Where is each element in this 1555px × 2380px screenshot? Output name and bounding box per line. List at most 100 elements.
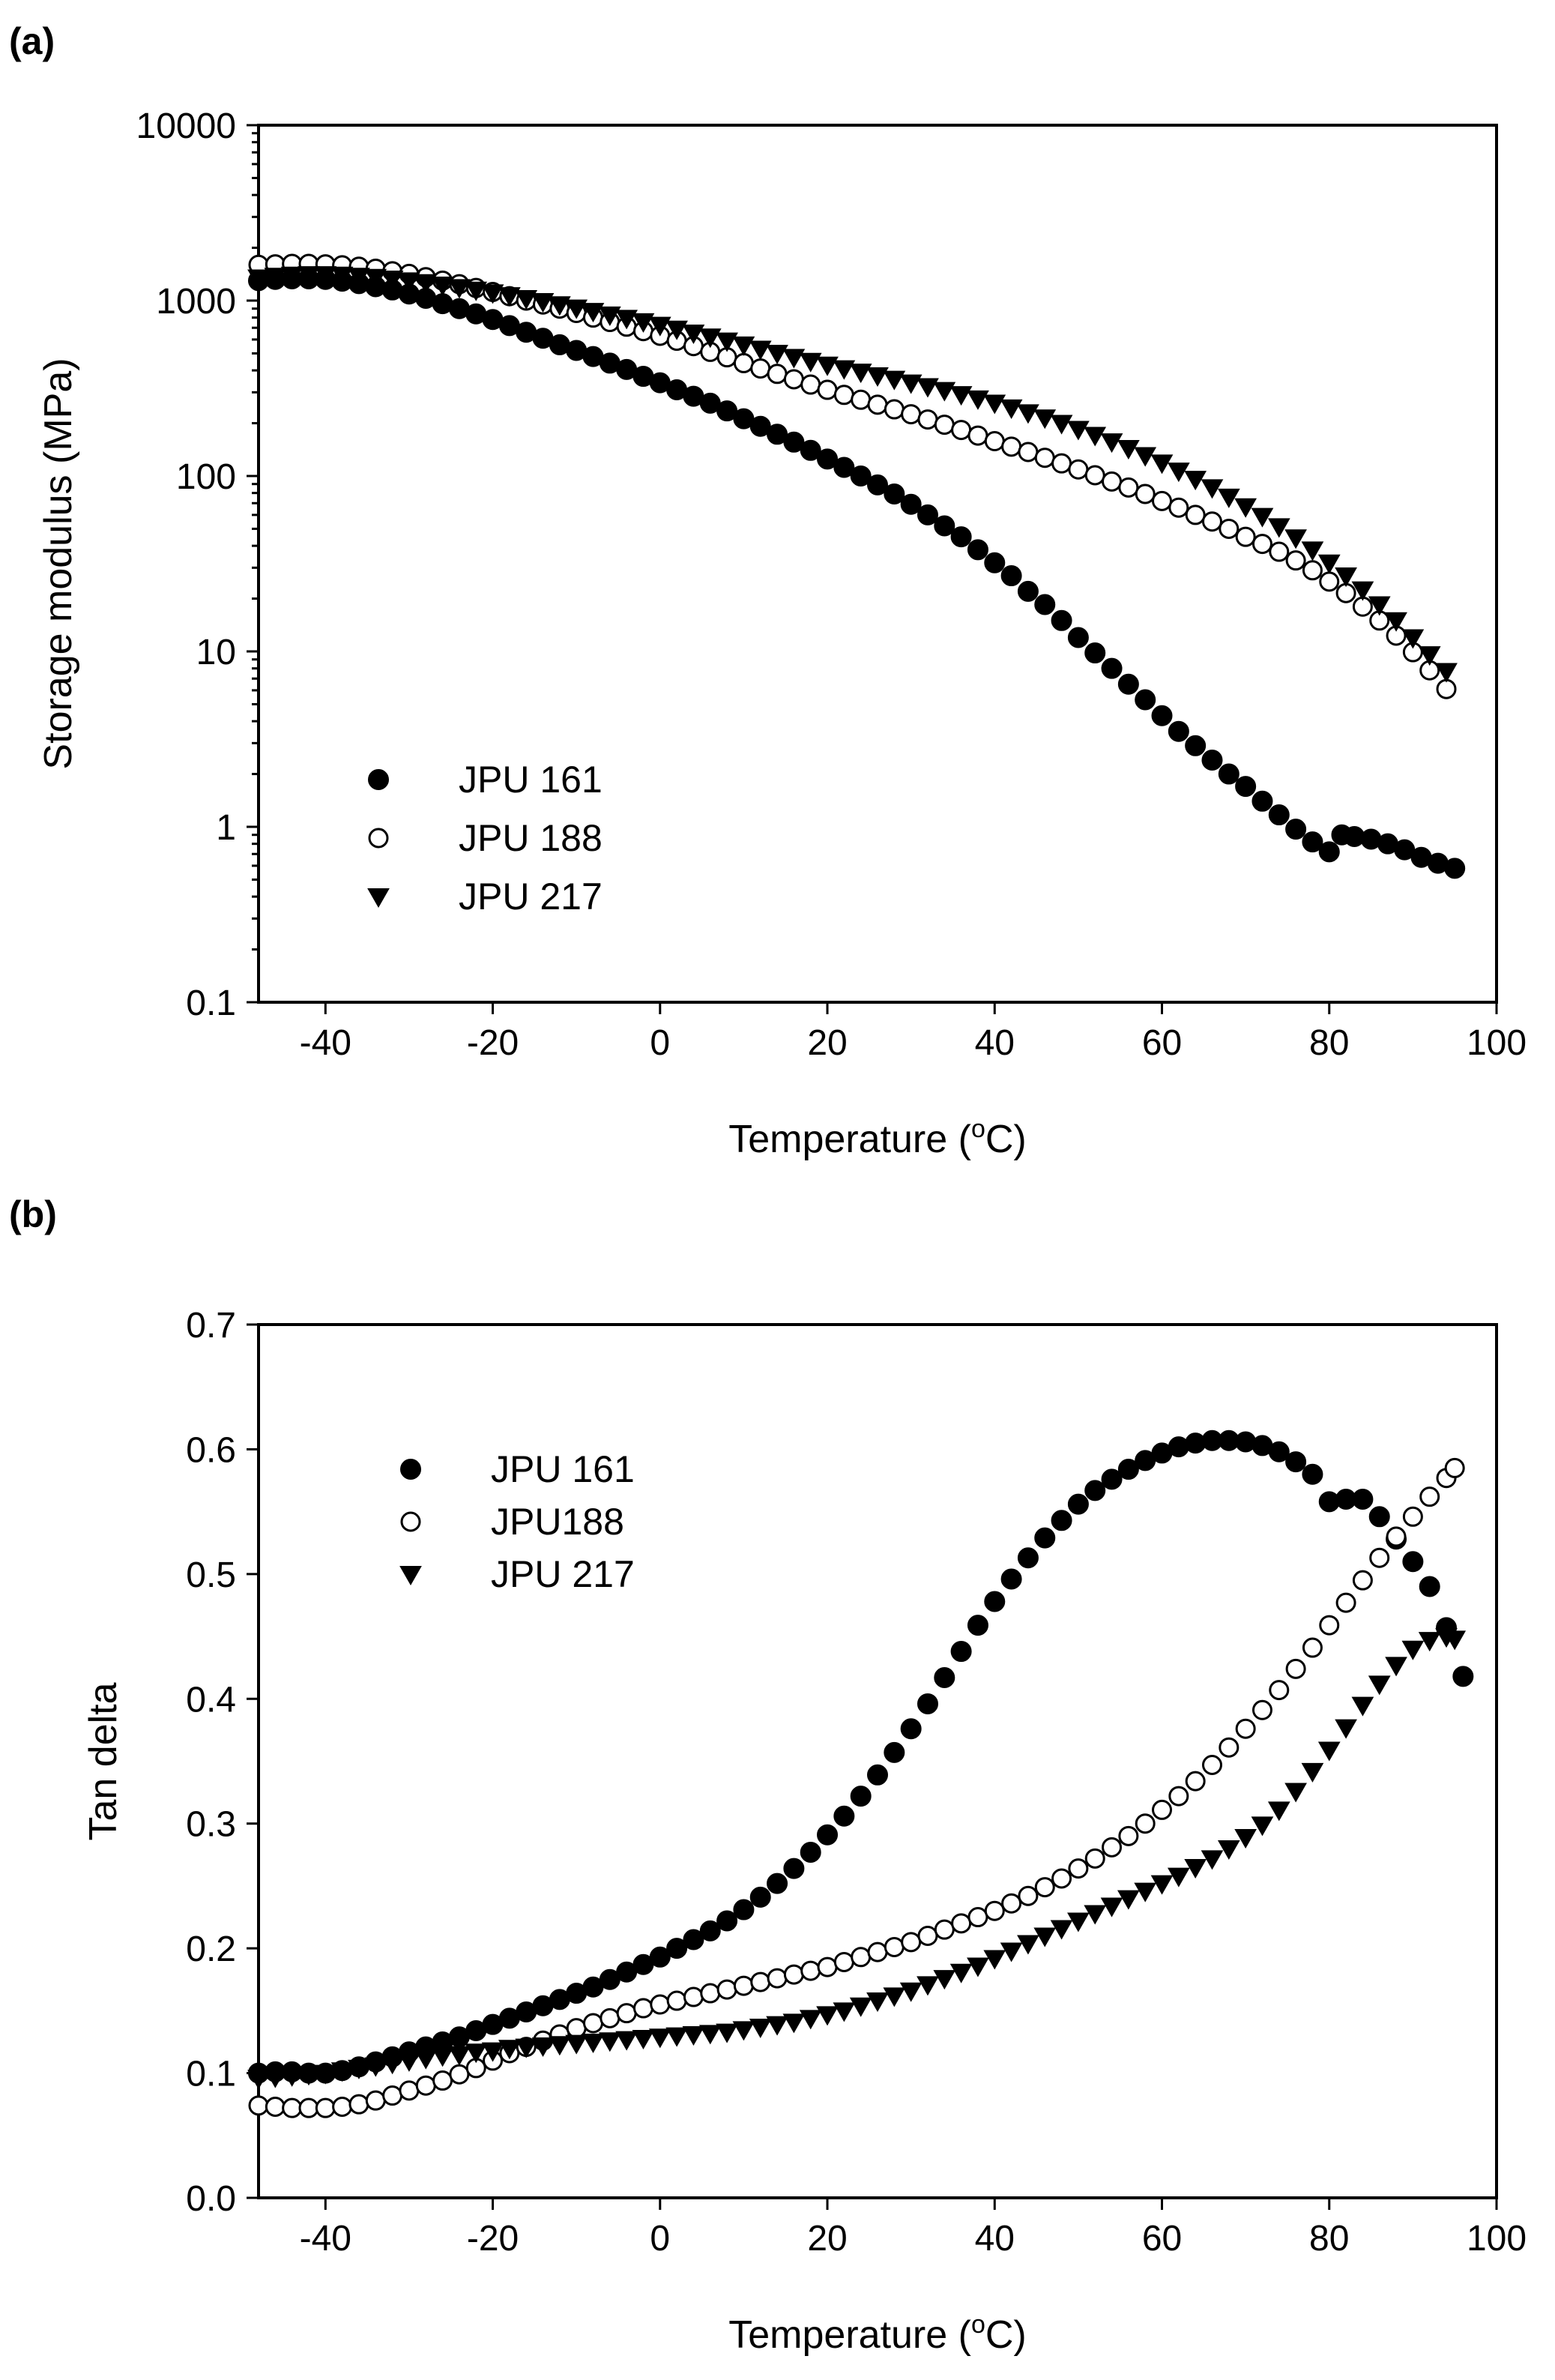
- data-point: [1067, 1912, 1090, 1932]
- data-point: [783, 431, 805, 453]
- data-point: [1017, 404, 1039, 424]
- data-point: [1017, 1935, 1039, 1955]
- data-point: [1234, 498, 1257, 518]
- plot-frame-a: [257, 124, 1498, 1004]
- data-point: [598, 2032, 621, 2052]
- data-point: [298, 266, 320, 286]
- data-point: [1452, 1666, 1474, 1687]
- data-point: [1368, 1506, 1390, 1528]
- data-point: [1436, 678, 1457, 699]
- data-point: [1034, 1877, 1055, 1898]
- y-tick-label: 0.1: [186, 2055, 236, 2094]
- data-point: [280, 266, 304, 286]
- data-point: [1084, 1905, 1107, 1925]
- x-tick-label: 60: [1142, 2219, 1182, 2259]
- data-point: [1234, 1829, 1257, 1849]
- data-point: [1235, 526, 1256, 547]
- data-point: [247, 269, 270, 289]
- x-tick-label: -20: [467, 1023, 519, 1063]
- data-point: [1001, 436, 1022, 457]
- data-point: [1319, 1615, 1340, 1636]
- data-point: [515, 2038, 538, 2058]
- legend-marker: [368, 769, 389, 790]
- data-point: [280, 2067, 304, 2087]
- data-point: [766, 345, 788, 365]
- data-point: [984, 1591, 1006, 1612]
- x-tick-label: -40: [300, 1023, 351, 1063]
- data-point: [817, 1824, 839, 1846]
- data-point: [934, 1666, 955, 1688]
- data-point: [1117, 1459, 1139, 1480]
- x-tick-label: 100: [1467, 1023, 1527, 1063]
- data-point: [867, 1764, 888, 1786]
- data-point: [749, 1886, 771, 1908]
- data-point: [983, 1950, 1006, 1970]
- data-point: [1051, 609, 1072, 631]
- data-point: [884, 483, 905, 504]
- data-point: [1251, 534, 1272, 555]
- y-tick-label: 0.7: [186, 1306, 236, 1346]
- data-point: [1219, 1737, 1240, 1758]
- y-tick-label: 1000: [156, 282, 236, 322]
- data-point: [1444, 858, 1466, 879]
- data-point: [1284, 529, 1307, 549]
- data-point: [1352, 1570, 1373, 1591]
- plot-frame-b: [257, 1323, 1498, 2199]
- data-point: [1419, 1486, 1440, 1507]
- data-point: [498, 287, 521, 307]
- x-tick-label: 20: [807, 1023, 847, 1063]
- data-point: [1101, 657, 1123, 679]
- data-point: [983, 394, 1006, 415]
- data-point: [1067, 421, 1090, 441]
- data-point: [866, 367, 889, 387]
- x-tick-label: 100: [1467, 2219, 1527, 2259]
- legend-b: JPU 161 JPU188 JPU 217: [399, 1448, 635, 1595]
- data-point: [884, 1936, 905, 1957]
- data-point: [1150, 1875, 1174, 1895]
- data-point: [649, 1946, 671, 1968]
- data-point: [1301, 1762, 1324, 1783]
- y-tick-label: 0.3: [186, 1805, 236, 1845]
- data-point: [1118, 477, 1139, 498]
- data-point: [1017, 1547, 1039, 1569]
- data-point: [950, 526, 972, 548]
- data-point: [1267, 518, 1290, 538]
- data-point: [1050, 1920, 1073, 1940]
- data-point: [698, 328, 722, 349]
- data-point: [1251, 1699, 1272, 1720]
- data-point: [1084, 1480, 1106, 1501]
- data-point: [783, 1858, 805, 1879]
- legend-label: JPU 217: [491, 1553, 635, 1595]
- data-point: [767, 1968, 788, 1989]
- data-point: [967, 425, 988, 446]
- data-point: [1443, 1630, 1467, 1651]
- data-point: [833, 385, 854, 406]
- data-point: [967, 1907, 988, 1928]
- y-tick-label: 0.0: [186, 2179, 236, 2219]
- data-point: [531, 293, 555, 313]
- data-point: [1168, 497, 1189, 518]
- data-point: [1401, 1640, 1425, 1660]
- data-point: [548, 2036, 571, 2056]
- data-point: [800, 374, 821, 395]
- data-point: [481, 2042, 504, 2062]
- data-point: [615, 310, 638, 330]
- data-point: [414, 2049, 438, 2070]
- data-point: [1067, 1493, 1089, 1515]
- data-point: [716, 1979, 737, 2000]
- data-point: [1184, 1858, 1207, 1879]
- data-point: [949, 1963, 973, 1983]
- data-point: [899, 1982, 923, 2002]
- data-point: [1319, 571, 1340, 592]
- legend-label: JPU 161: [491, 1448, 635, 1490]
- data-point: [1135, 1813, 1156, 1834]
- data-point: [716, 332, 738, 352]
- data-point: [565, 2034, 588, 2055]
- data-point: [1168, 1786, 1189, 1807]
- x-axis-title-a: Temperature (oC): [728, 1115, 1026, 1161]
- data-point: [1268, 804, 1290, 826]
- data-point: [1385, 612, 1407, 632]
- data-point: [934, 515, 955, 537]
- series-jpu-217: [247, 1628, 1467, 2090]
